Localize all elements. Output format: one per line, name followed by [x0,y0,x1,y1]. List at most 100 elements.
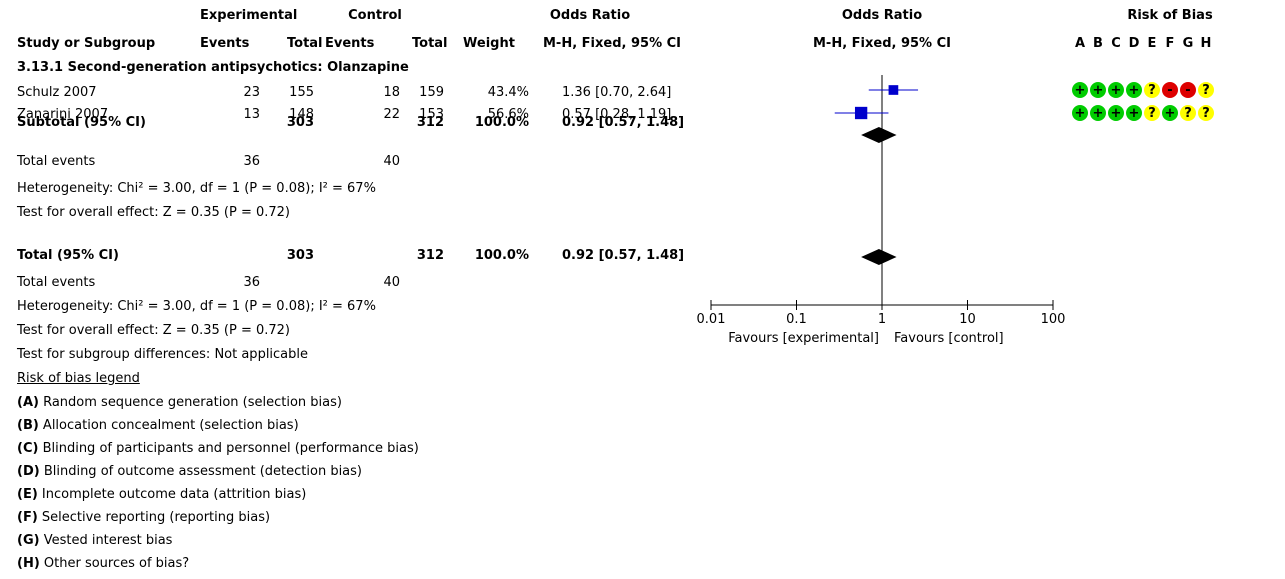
legend-text: Selective reporting (reporting bias) [37,510,271,525]
legend-key: (C) [17,441,39,456]
x-tick-label: 0.01 [697,312,726,327]
total-label: Total (95% CI) [17,248,119,263]
rob-letter-g: G [1182,36,1194,51]
subgroup-ctl-events: 40 [383,154,400,169]
rob-judgement: + [1111,83,1122,98]
subtotal-ctl-total: 312 [416,115,444,130]
legend-text: Other sources of bias? [39,556,190,571]
total-ctl-total: 312 [416,248,444,263]
header-study: Study or Subgroup [17,36,156,51]
study-ctl-total: 159 [419,85,444,100]
legend-key: (E) [17,487,38,502]
total-events-label: Total events [17,275,96,290]
high-risk-icon [1180,82,1196,98]
header-ctl-events: Events [325,36,375,51]
low-risk-icon [1126,82,1142,98]
unclear-risk-icon [1144,105,1160,121]
rob-letter-a: A [1074,36,1086,51]
total-weight: 100.0% [474,248,529,263]
subtotal-label: Subtotal (95% CI) [17,115,146,130]
rob-judgement: + [1129,83,1140,98]
total-ctl-events: 40 [383,275,400,290]
rob-judgement: + [1093,83,1104,98]
legend-item: (C) Blinding of participants and personn… [17,441,419,457]
legend-item: (A) Random sequence generation (selectio… [17,395,342,411]
study-exp-events: 13 [243,107,260,122]
rob-judgement: ? [1148,106,1156,121]
low-risk-icon [1072,105,1088,121]
study-exp-events: 23 [243,85,260,100]
low-risk-icon [1072,82,1088,98]
study-exp-total: 155 [289,85,314,100]
legend-item: (B) Allocation concealment (selection bi… [17,418,299,434]
study-ctl-total: 153 [419,107,444,122]
study-weight: 56.6% [487,107,529,122]
rob-letter-d: D [1128,36,1140,51]
legend-text: Vested interest bias [39,533,173,548]
header-control: Control [348,8,402,23]
subgroup-differences: Test for subgroup differences: Not appli… [17,347,309,362]
legend-key: (A) [17,395,39,410]
study-exp-total: 148 [289,107,314,122]
x-tick-label: 10 [959,312,976,327]
legend-text: Blinding of outcome assessment (detectio… [39,464,362,479]
study-name: Zanarini 2007 [17,107,109,122]
subgroup-total-events-label: Total events [17,154,96,169]
legend-title: Risk of bias legend [17,371,140,386]
legend-key: (F) [17,510,38,525]
unclear-risk-icon [1144,82,1160,98]
rob-judgement: + [1111,106,1122,121]
header-risk-of-bias: Risk of Bias [1127,8,1213,23]
header-exp-total: Total [287,36,323,51]
subtotal-weight: 100.0% [474,115,529,130]
or-square [888,85,899,95]
rob-judgement: - [1167,83,1172,98]
subgroup-exp-events: 36 [243,154,260,169]
study-ctl-events: 22 [383,107,400,122]
study-ctl-events: 18 [383,85,400,100]
subtotal-exp-total: 303 [286,115,314,130]
legend-text: Allocation concealment (selection bias) [38,418,299,433]
high-risk-icon [1162,82,1178,98]
legend-text: Random sequence generation (selection bi… [38,395,342,410]
rob-judgement: ? [1202,106,1210,121]
rob-letter-c: C [1111,36,1121,51]
low-risk-icon [1126,105,1142,121]
study-name: Schulz 2007 [17,85,97,100]
legend-text: Blinding of participants and personnel (… [38,441,419,456]
rob-judgement: + [1075,106,1086,121]
rob-judgement: - [1185,83,1190,98]
total-exp-total: 303 [286,248,314,263]
total-heterogeneity: Heterogeneity: Chi² = 3.00, df = 1 (P = … [17,299,376,314]
legend-key: (G) [17,533,40,548]
unclear-risk-icon [1198,82,1214,98]
header-odds-ratio: Odds Ratio [549,8,631,23]
rob-judgement: + [1165,106,1176,121]
low-risk-icon [1108,82,1124,98]
low-risk-icon [1162,105,1178,121]
total-ci: 0.92 [0.57, 1.48] [562,248,685,263]
legend-item: (H) Other sources of bias? [17,556,189,572]
header-ctl-total: Total [412,36,448,51]
rob-letter-h: H [1200,36,1212,51]
rob-judgement: ? [1202,83,1210,98]
legend-key: (B) [17,418,39,433]
or-square [854,106,868,120]
subtotal-diamond [861,127,897,143]
rob-letter-e: E [1147,36,1157,51]
header-method: M-H, Fixed, 95% CI [543,36,682,51]
header-exp-events: Events [200,36,250,51]
rob-letter-f: F [1165,36,1175,51]
legend-item: (F) Selective reporting (reporting bias) [17,510,270,526]
low-risk-icon [1090,105,1106,121]
favours-control: Favours [control] [894,331,1004,346]
x-tick-label: 0.1 [786,312,807,327]
favours-experimental: Favours [experimental] [728,331,879,346]
header-odds-ratio-plot: Odds Ratio [841,8,923,23]
rob-judgement: ? [1148,83,1156,98]
header-weight: Weight [463,36,515,51]
legend-item: (G) Vested interest bias [17,533,172,549]
rob-judgement: + [1093,106,1104,121]
study-ci: 0.57 [0.28, 1.19] [562,107,672,122]
